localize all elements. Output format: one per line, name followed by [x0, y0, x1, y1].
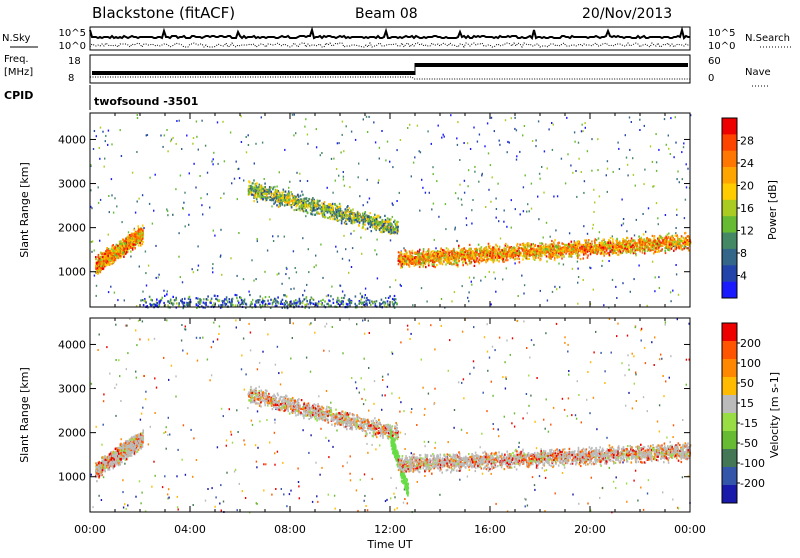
freq-trace-late: [415, 63, 688, 67]
station-title: Blackstone (fitACF): [92, 4, 235, 22]
power-cbar-swatch-1: [722, 134, 737, 151]
time-tick-2: 08:00: [274, 523, 306, 536]
nsearch-tick-top: 10^5: [708, 28, 735, 39]
power-cbar-swatch-6: [722, 216, 737, 233]
power-cbar-tick-5: 24: [740, 157, 754, 170]
beam-title: Beam 08: [355, 6, 418, 22]
power-axes-ytick-3: 4000: [58, 133, 86, 146]
velocity-cbar-label: Velocity [m s-1]: [768, 372, 781, 458]
vel-axes-ytick-3: 4000: [58, 338, 86, 351]
time-tick-5: 20:00: [574, 523, 606, 536]
power-cbar-swatch-8: [722, 249, 737, 266]
power-axes: 1000 2000 3000 4000: [58, 113, 690, 307]
freq-trace-early: [92, 71, 415, 75]
vel-cbar-tick-5: 50: [740, 377, 754, 390]
power-axes-ytick-0: 1000: [58, 266, 86, 279]
vel-cbar-swatch-9: [722, 485, 737, 503]
nave-tick-bottom: 0: [708, 73, 714, 84]
power-cbar-swatch-2: [722, 151, 737, 168]
power-axes-ytick-1: 2000: [58, 222, 86, 235]
power-cbar-tick-3: 16: [740, 202, 754, 215]
velocity-echo-scatter: [91, 318, 692, 513]
cpid-value: twofsound -3501: [94, 95, 198, 108]
vel-cbar-swatch-1: [722, 341, 737, 359]
time-tick-1: 04:00: [174, 523, 206, 536]
power-cbar-tick-0: 4: [740, 270, 747, 283]
time-tick-0: 00:00: [74, 523, 106, 536]
power-cbar-swatch-9: [722, 265, 737, 282]
nave-trace: [90, 77, 690, 79]
freq-tick-top: 18: [68, 56, 81, 67]
power-cbar-tick-4: 20: [740, 180, 754, 193]
vel-cbar-tick-6: 100: [740, 357, 761, 370]
vel-cbar-tick-3: -15: [740, 417, 758, 430]
nsearch-trace: [90, 43, 690, 47]
vel-cbar-swatch-6: [722, 431, 737, 449]
velocity-colorbar: -200 -100 -50 -15 15 50 100 200: [722, 323, 765, 503]
vel-cbar-swatch-3: [722, 377, 737, 395]
vel-cbar-swatch-5: [722, 413, 737, 431]
power-cbar-swatch-3: [722, 167, 737, 184]
power-cbar-swatch-10: [722, 282, 737, 299]
power-cbar-tick-1: 8: [740, 247, 747, 260]
vel-cbar-tick-7: 200: [740, 337, 761, 350]
vel-cbar-swatch-0: [722, 323, 737, 341]
vel-axes-ytick-2: 3000: [58, 383, 86, 396]
nave-label: Nave: [745, 67, 771, 78]
power-cbar-label: Power [dB]: [766, 180, 779, 240]
power-cbar-swatch-4: [722, 183, 737, 200]
date-title: 20/Nov/2013: [582, 6, 672, 22]
nsky-tick-top: 10^5: [59, 28, 86, 39]
vel-cbar-tick-4: 15: [740, 397, 754, 410]
velocity-axes: 1000 2000 3000 4000: [58, 318, 690, 512]
time-tick-6: 00:00: [674, 523, 706, 536]
freq-tick-bottom: 8: [68, 73, 74, 84]
nsearch-label: N.Search: [745, 33, 790, 44]
vel-cbar-tick-1: -100: [740, 457, 765, 470]
velocity-panel-frame: [90, 318, 690, 512]
nsearch-tick-bottom: 10^0: [708, 41, 735, 52]
power-colorbar: 4 8 12 16 20 24 28: [722, 118, 754, 298]
nsky-tick-bottom: 10^0: [59, 41, 86, 52]
time-tick-4: 16:00: [474, 523, 506, 536]
nave-tick-top: 60: [708, 56, 721, 67]
nsky-trace: [90, 30, 690, 38]
power-cbar-swatch-0: [722, 118, 737, 135]
power-cbar-swatch-7: [722, 233, 737, 250]
nsky-label: N.Sky: [2, 33, 30, 44]
freq-label-top: Freq.: [4, 54, 29, 65]
vel-cbar-swatch-7: [722, 449, 737, 467]
power-axes-ytick-2: 3000: [58, 178, 86, 191]
power-cbar-swatch-5: [722, 200, 737, 217]
time-axis-label: Time UT: [366, 538, 412, 551]
time-axis: 00:00 04:00 08:00 12:00 16:00 20:00 00:00: [74, 523, 706, 536]
vel-cbar-swatch-2: [722, 359, 737, 377]
vel-cbar-swatch-8: [722, 467, 737, 485]
power-ylabel: Slant Range [km]: [18, 162, 31, 258]
velocity-ylabel: Slant Range [km]: [18, 367, 31, 463]
time-tick-3: 12:00: [374, 523, 406, 536]
vel-cbar-tick-0: -200: [740, 477, 765, 490]
cpid-label: CPID: [4, 89, 33, 102]
velocity-cbar-label-main: Velocity [m s-1]: [768, 372, 781, 458]
power-cbar-tick-6: 28: [740, 135, 754, 148]
freq-label-bottom: [MHz]: [4, 67, 33, 78]
power-cbar-tick-2: 12: [740, 225, 754, 238]
power-echo-scatter: [90, 114, 692, 310]
vel-axes-ytick-0: 1000: [58, 471, 86, 484]
vel-cbar-swatch-4: [722, 395, 737, 413]
vel-axes-ytick-1: 2000: [58, 427, 86, 440]
vel-cbar-tick-2: -50: [740, 437, 758, 450]
